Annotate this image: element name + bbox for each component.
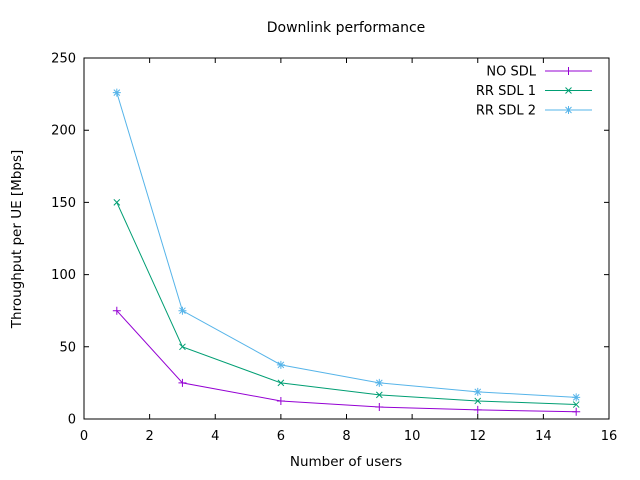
y-tick-label: 200: [51, 124, 76, 139]
plus-marker-icon: [473, 405, 482, 414]
y-tick-label: 100: [51, 268, 76, 283]
legend-label: NO SDL: [486, 65, 536, 80]
star-marker-icon: [112, 88, 121, 97]
star-marker-icon: [572, 393, 581, 402]
x-tick-label: 8: [342, 429, 350, 444]
star-marker-icon: [473, 387, 482, 396]
cross-marker-icon: [474, 397, 482, 405]
x-tick-label: 0: [80, 429, 88, 444]
series-line: [116, 92, 577, 398]
plus-marker-icon: [112, 306, 121, 315]
x-tick-label: 14: [535, 429, 552, 444]
series-rr-sdl-2: [112, 88, 581, 402]
star-marker-icon: [178, 306, 187, 315]
chart-title: Downlink performance: [267, 20, 426, 36]
plus-marker-icon: [178, 378, 187, 387]
plus-marker-icon: [564, 67, 573, 75]
plus-marker-icon: [375, 403, 384, 412]
y-tick-label: 50: [59, 340, 76, 355]
cross-marker-icon: [179, 343, 186, 351]
legend-entry: NO SDL: [486, 65, 592, 80]
series-line: [116, 310, 577, 413]
plus-marker-icon: [276, 396, 285, 405]
x-tick-label: 6: [277, 429, 285, 444]
x-tick-label: 16: [601, 429, 618, 444]
x-axis-label: Number of users: [290, 454, 402, 470]
y-tick-label: 250: [51, 52, 76, 67]
series-line: [116, 202, 577, 406]
x-tick-label: 4: [211, 429, 219, 444]
y-tick-label: 150: [51, 196, 76, 211]
legend-label: RR SDL 1: [476, 84, 536, 99]
plot-frame: 0 2 4 6 8 10 12 14 16 0 50 100 150 200 250: [51, 52, 617, 445]
y-tick-label: 0: [68, 413, 76, 428]
cross-marker-icon: [565, 87, 572, 94]
cross-marker-icon: [113, 199, 121, 206]
plus-marker-icon: [572, 407, 581, 416]
x-tick-label: 2: [145, 429, 153, 444]
y-axis-label: Throughput per UE [Mbps]: [9, 150, 25, 329]
cross-marker-icon: [572, 401, 580, 408]
x-tick-label: 12: [469, 429, 486, 444]
star-marker-icon: [276, 360, 285, 369]
star-marker-icon: [375, 378, 384, 387]
data-series: [112, 88, 581, 416]
cross-marker-icon: [277, 379, 285, 387]
series-no-sdl: [112, 306, 581, 416]
legend: NO SDL RR SDL 1 RR SDL 2: [476, 65, 592, 119]
x-tick-label: 10: [404, 429, 421, 444]
legend-entry: RR SDL 1: [476, 84, 592, 99]
series-rr-sdl-1: [113, 199, 580, 408]
legend-entry: RR SDL 2: [476, 104, 592, 119]
star-marker-icon: [564, 106, 573, 114]
cross-marker-icon: [375, 391, 383, 399]
legend-label: RR SDL 2: [476, 104, 536, 119]
